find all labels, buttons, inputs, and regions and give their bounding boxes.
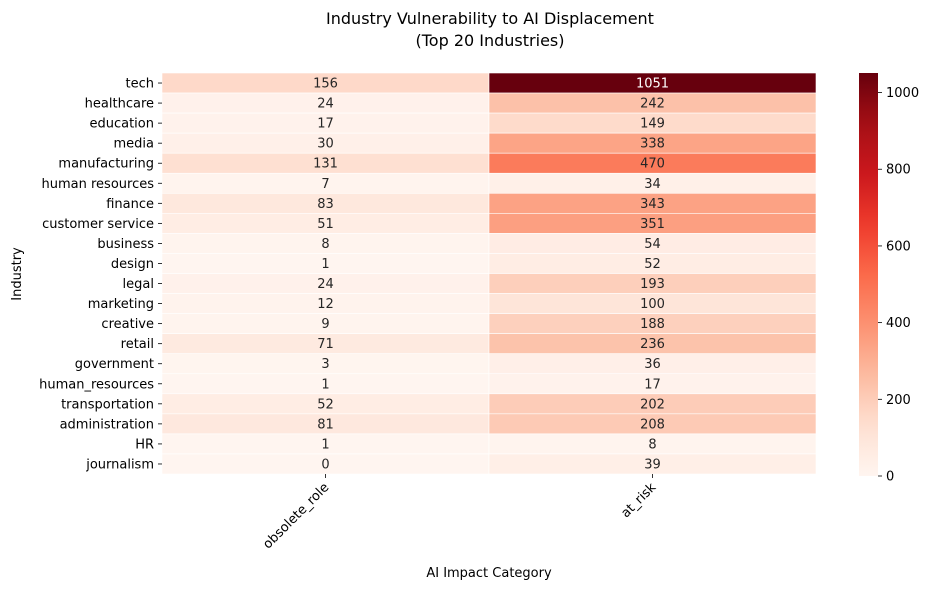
cell-value-label: 83 (317, 197, 334, 212)
colorbar-tick-label: 200 (886, 393, 911, 408)
y-tick-label: tech (126, 77, 154, 92)
y-tick-label: business (97, 237, 154, 252)
cell-value-label: 156 (313, 77, 338, 92)
y-tick-label: media (114, 137, 155, 152)
y-tick-label: transportation (61, 397, 154, 412)
cell-value-label: 1 (321, 437, 329, 452)
cell-value-label: 3 (321, 357, 329, 372)
cell-value-label: 24 (317, 277, 334, 292)
cell-value-label: 12 (317, 297, 334, 312)
y-tick-label: retail (121, 337, 154, 352)
cell-value-label: 343 (640, 197, 665, 212)
cell-value-label: 17 (644, 377, 661, 392)
cell-value-label: 52 (644, 257, 661, 272)
cell-value-label: 193 (640, 277, 665, 292)
cell-value-label: 30 (317, 137, 334, 152)
cell-value-label: 149 (640, 117, 665, 132)
y-tick-labels: tech healthcare education media manufacturin… (39, 77, 162, 472)
y-tick-label: finance (106, 197, 154, 212)
cell-value-label: 24 (317, 97, 334, 112)
x-axis-label: AI Impact Category (426, 566, 552, 581)
cell-value-label: 52 (317, 397, 334, 412)
cell-value-label: 338 (640, 137, 665, 152)
colorbar-tick-label: 1000 (886, 86, 919, 101)
y-tick-label: customer service (42, 217, 154, 232)
colorbar-ticks: 0 200 400 600 800 1000 (878, 86, 919, 485)
cell-value-label: 71 (317, 337, 334, 352)
y-tick-label: administration (60, 417, 154, 432)
cell-value-label: 1051 (636, 77, 669, 92)
cell-value-label: 351 (640, 217, 665, 232)
chart-title-line2: (Top 20 Industries) (416, 31, 565, 50)
cell-value-label: 1 (321, 377, 329, 392)
colorbar-tick-label: 800 (886, 163, 911, 178)
colorbar-tick-label: 600 (886, 239, 911, 254)
y-tick-label: manufacturing (58, 157, 154, 172)
cell-value-label: 8 (321, 237, 329, 252)
y-tick-label: legal (123, 277, 154, 292)
x-tick-labels: obsolete_role at_risk (260, 474, 660, 552)
y-tick-label: human resources (42, 177, 155, 192)
cell-value-label: 131 (313, 157, 338, 172)
x-tick-label: at_risk (618, 480, 659, 521)
colorbar-tick-label: 400 (886, 316, 911, 331)
x-tick-label: obsolete_role (260, 480, 332, 552)
cell-value-label: 470 (640, 157, 665, 172)
cell-value-label: 34 (644, 177, 661, 192)
cell-value-label: 7 (321, 177, 329, 192)
y-tick-label: human_resources (39, 377, 154, 392)
cell-value-label: 9 (321, 317, 329, 332)
cell-value-label: 208 (640, 417, 665, 432)
cell-value-label: 242 (640, 97, 665, 112)
cell-value-label: 39 (644, 457, 661, 472)
colorbar-tick-label: 0 (886, 470, 894, 485)
cell-value-label: 17 (317, 117, 334, 132)
y-tick-label: government (75, 357, 154, 372)
cell-value-label: 81 (317, 417, 334, 432)
chart-title-line1: Industry Vulnerability to AI Displacemen… (326, 9, 654, 28)
cell-value-label: 51 (317, 217, 334, 232)
cell-value-label: 1 (321, 257, 329, 272)
cell-value-label: 100 (640, 297, 665, 312)
cell-value-label: 202 (640, 397, 665, 412)
colorbar (859, 73, 878, 476)
y-tick-label: journalism (85, 457, 154, 472)
y-tick-label: design (111, 257, 154, 272)
cell-value-label: 8 (648, 437, 656, 452)
y-tick-label: education (89, 117, 154, 132)
y-axis-label: Industry (10, 247, 25, 301)
y-tick-label: marketing (88, 297, 154, 312)
cell-value-label: 188 (640, 317, 665, 332)
cell-value-label: 36 (644, 357, 661, 372)
y-tick-label: healthcare (85, 97, 154, 112)
cell-value-label: 54 (644, 237, 661, 252)
y-tick-label: creative (101, 317, 154, 332)
cell-value-label: 236 (640, 337, 665, 352)
y-tick-label: HR (135, 437, 154, 452)
cell-value-label: 0 (321, 457, 329, 472)
